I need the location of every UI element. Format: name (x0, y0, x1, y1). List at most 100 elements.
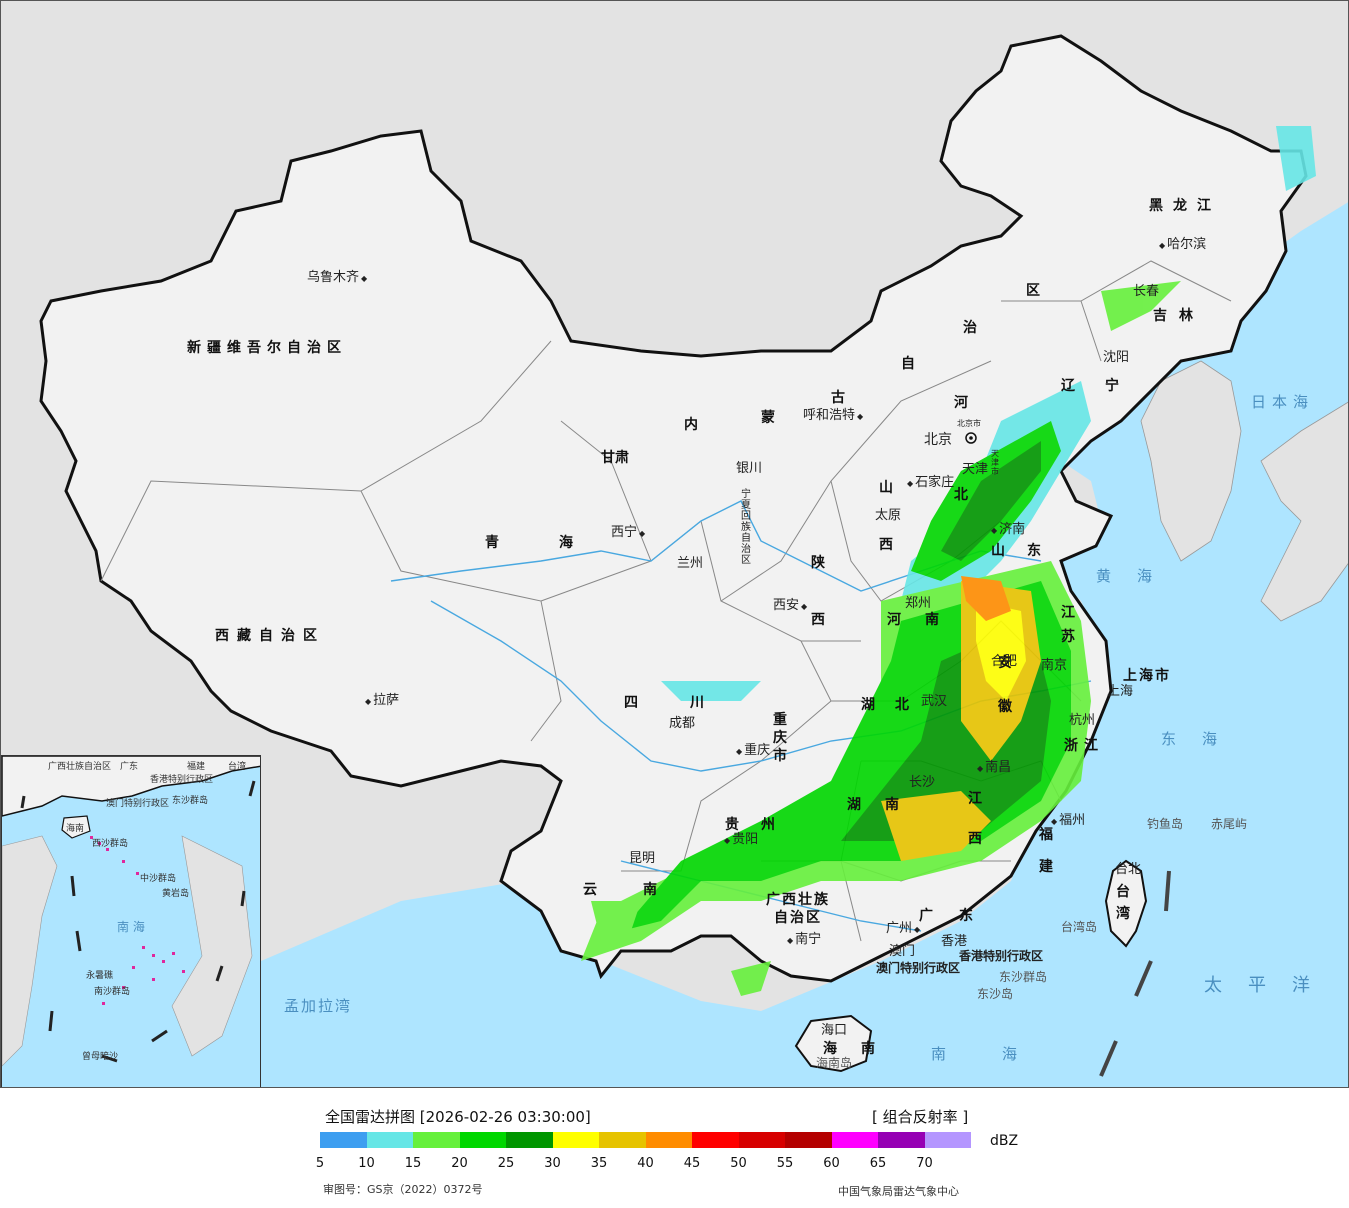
colorbar-swatch (738, 1132, 785, 1148)
colorbar-swatch (878, 1132, 925, 1148)
colorbar-tick-label: 55 (776, 1156, 794, 1171)
inset-label-macau: 澳门特别行政区 (106, 799, 170, 809)
legend-title: 全国雷达拼图 [2026-02-26 03:30:00] (325, 1108, 591, 1126)
city-xian: 西安 (773, 599, 807, 612)
city-yinchuan: 银川 (736, 461, 763, 476)
city-beijing: 北京 (924, 432, 952, 448)
province-shaanxi-1: 陕 (811, 555, 825, 571)
province-guangdong: 广东 (919, 908, 999, 924)
province-anhui: 安徽 (998, 655, 1012, 715)
colorbar-swatch (692, 1132, 739, 1148)
province-hebei-2: 北 (954, 487, 968, 503)
city-zhengzhou: 郑州 (905, 596, 932, 611)
province-ningxia: 宁夏回族自治区 (741, 489, 751, 566)
legend-product: [ 组合反射率 ] (872, 1108, 969, 1126)
city-jinan: 济南 (991, 523, 1025, 536)
inset-label-hainan: 海南 (66, 824, 85, 834)
province-xinjiang: 新疆维吾尔自治区 (187, 340, 347, 356)
inset-label-zengmu: 曾母暗沙 (82, 1052, 119, 1062)
province-neimenggu-3: 古 (831, 390, 845, 406)
sea-pacific: 太平洋 (1204, 975, 1336, 996)
island-taiwan: 台湾岛 (1061, 920, 1098, 934)
inset-reef-marks (90, 836, 185, 1005)
province-shandong: 山东 (991, 543, 1063, 559)
province-taiwan: 台湾 (1116, 884, 1130, 922)
city-changchun: 长春 (1133, 284, 1160, 299)
inset-philippines (171, 835, 253, 1057)
colorbar-tick-label: 35 (590, 1156, 608, 1171)
province-macau: 澳门特别行政区 (876, 961, 961, 975)
province-shanxi-2: 西 (879, 537, 893, 553)
province-sichuan: 四川 (624, 695, 756, 711)
province-xizang: 西藏自治区 (215, 628, 325, 644)
city-hangzhou: 杭州 (1069, 713, 1096, 728)
colorbar-tick-label: 25 (497, 1156, 515, 1171)
city-shenyang: 沈阳 (1103, 350, 1130, 365)
inset-label-nansha: 南沙群岛 (94, 987, 131, 997)
province-neimenggu-5: 治 (963, 320, 977, 336)
island-hainan: 海南岛 (816, 1056, 853, 1070)
colorbar-swatch (413, 1132, 460, 1148)
colorbar-swatch (552, 1132, 599, 1148)
inset-label-guangxi: 广西壮族自治区 (48, 762, 112, 772)
province-beijing: 北京市 (957, 419, 981, 428)
sea-south: 南海 (931, 1045, 1074, 1063)
province-heilongjiang: 黑龙江 (1149, 198, 1221, 214)
colorbar-swatch (599, 1132, 646, 1148)
province-fujian: 福建 (1039, 827, 1053, 875)
source-credit: 中国气象局雷达气象中心 (838, 1185, 959, 1198)
inset-label-zhongsha: 中沙群岛 (140, 874, 177, 884)
inset-label-dongsha: 东沙群岛 (172, 796, 209, 806)
city-taipei: 台北 (1115, 862, 1142, 877)
inset-hainan (61, 815, 91, 839)
sea-japan: 日本海 (1251, 393, 1315, 411)
capital-marker-dot (969, 436, 973, 440)
colorbar-swatch (831, 1132, 878, 1148)
island-diaoyu: 钓鱼岛 (1147, 817, 1184, 831)
province-shanghai: 上海市 (1123, 668, 1171, 684)
city-xining: 西宁 (611, 526, 645, 539)
city-hohhot: 呼和浩特 (803, 409, 863, 422)
province-neimenggu-1: 内 (684, 417, 698, 433)
province-hunan: 湖南 (847, 797, 923, 813)
inset-vietnam (2, 835, 58, 1067)
inset-label-yongshu: 永暑礁 (86, 971, 114, 981)
city-urumqi: 乌鲁木齐 (307, 271, 367, 284)
province-gansu: 甘肃 (601, 450, 629, 466)
hainan-land (794, 1014, 873, 1073)
sea-bengal: 孟加拉湾 (284, 997, 353, 1015)
island-chiwei: 赤尾屿 (1211, 817, 1248, 831)
colorbar-tick-label: 60 (823, 1156, 840, 1171)
city-taiyuan: 太原 (875, 508, 902, 523)
island-dongsha: 东沙岛 (977, 987, 1014, 1001)
inset-label-fujian: 福建 (187, 762, 206, 772)
radar-map: 新疆维吾尔自治区 西藏自治区 青海 甘肃 内 蒙 古 自 治 区 黑龙江 吉林 … (0, 0, 1349, 1088)
korea-land (1140, 360, 1242, 562)
province-henan: 河南 (887, 612, 963, 628)
city-nanning: 南宁 (787, 933, 821, 946)
island-dongsha-islands: 东沙群岛 (999, 970, 1048, 984)
province-guizhou: 贵州 (725, 817, 797, 833)
sea-yellow: 黄海 (1096, 567, 1179, 585)
city-tianjin: 天津 (962, 462, 989, 477)
province-chongqing: 重庆市 (773, 712, 787, 764)
province-hongkong: 香港特别行政区 (959, 949, 1044, 963)
colorbar-tick-label: 65 (869, 1156, 887, 1171)
inset-label-sea: 南 海 (117, 920, 145, 934)
city-wuhan: 武汉 (921, 694, 948, 709)
inset-label-taiwan: 台湾 (228, 762, 247, 772)
colorbar-tick-label: 45 (683, 1156, 701, 1171)
sea-east: 东海 (1161, 730, 1244, 748)
province-guangxi-1: 广西壮族 (766, 892, 830, 908)
city-changsha: 长沙 (909, 775, 936, 790)
colorbar-swatch (459, 1132, 506, 1148)
province-jilin: 吉林 (1153, 308, 1205, 324)
colorbar-swatch (366, 1132, 413, 1148)
province-guangxi-2: 自治区 (774, 910, 822, 926)
city-harbin: 哈尔滨 (1159, 238, 1206, 251)
city-nanjing: 南京 (1041, 658, 1068, 673)
colorbar-swatch (645, 1132, 692, 1148)
inset-label-xisha: 西沙群岛 (92, 839, 129, 849)
colorbar-tick-label: 70 (916, 1156, 933, 1171)
city-kunming: 昆明 (629, 851, 656, 866)
